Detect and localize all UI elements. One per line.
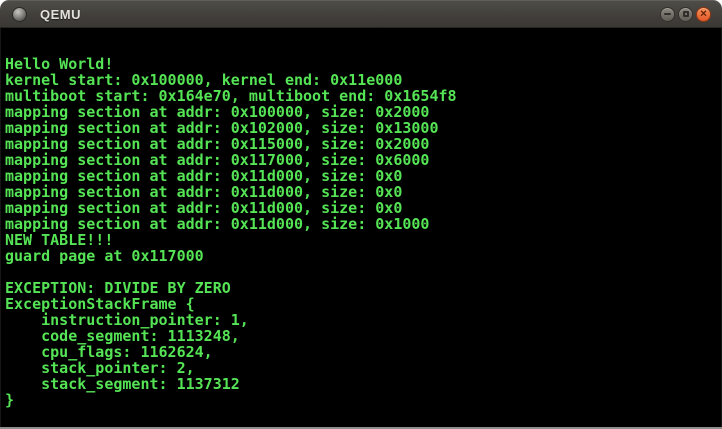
vga-display[interactable]: Hello World! kernel start: 0x100000, ker… (0, 28, 722, 427)
maximize-icon (682, 11, 689, 17)
window-controls: ✕ (660, 6, 711, 22)
minimize-icon (664, 13, 671, 15)
minimize-button[interactable] (660, 6, 675, 22)
qemu-window-orb-icon (12, 6, 27, 22)
close-button[interactable]: ✕ (696, 6, 711, 22)
terminal-output: Hello World! kernel start: 0x100000, ker… (5, 55, 457, 409)
close-icon: ✕ (699, 8, 708, 18)
titlebar[interactable]: QEMU ✕ (0, 0, 722, 28)
window-bottom-edge (0, 427, 722, 429)
maximize-button[interactable] (678, 6, 693, 22)
window-title: QEMU (40, 6, 81, 22)
